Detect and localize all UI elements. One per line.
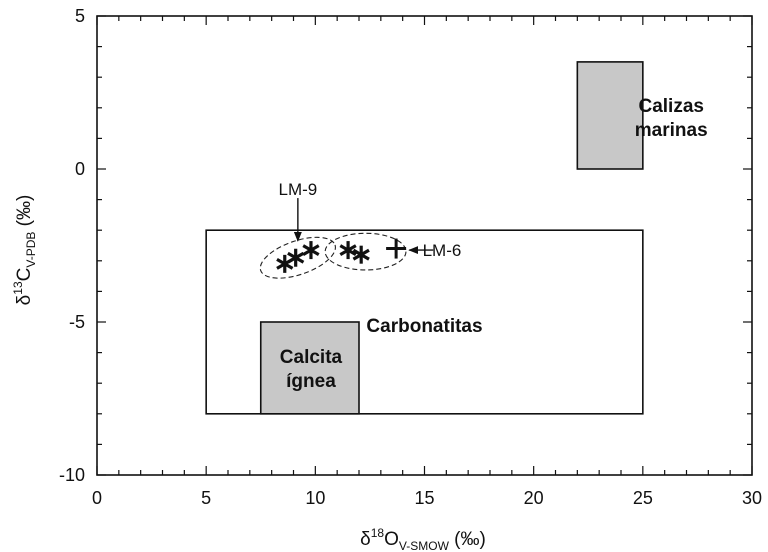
y-tick-label: 5: [75, 6, 85, 26]
y-axis-label-sup: 13: [11, 281, 25, 295]
data-point-plus: [386, 238, 407, 259]
y-axis-label-symbol: δ: [14, 295, 35, 306]
x-tick-label: 15: [414, 488, 434, 508]
region-calcita-ignea: [259, 321, 360, 415]
annotation-label: LM-9: [278, 180, 317, 199]
data-point-asterisk: [302, 241, 320, 260]
region-label-calizas-marinas: marinas: [635, 120, 708, 141]
region-label-calcita-ignea: ígnea: [286, 371, 336, 392]
x-axis-label-symbol: δ: [360, 529, 371, 550]
x-tick-label: 20: [524, 488, 544, 508]
region-label-calcita-ignea: Calcita: [280, 347, 343, 368]
x-axis-label-sub: V-SMOW: [399, 539, 450, 552]
y-tick-label: 0: [75, 159, 85, 179]
sample-group-ellipse: [324, 232, 407, 271]
region-label-calizas-marinas: Calizas: [638, 96, 703, 117]
x-tick-label: 5: [201, 488, 211, 508]
x-axis-label: δ18OV-SMOW (‰): [360, 526, 486, 552]
region-label-carbonatitas: Carbonatitas: [366, 316, 482, 337]
sample-group-ellipse: [259, 236, 336, 279]
x-axis-label-unit: (‰): [449, 529, 486, 550]
data-point-asterisk: [287, 248, 305, 267]
x-tick-label: 10: [305, 488, 325, 508]
data-point-asterisk: [352, 245, 370, 264]
data-point-asterisk: [339, 241, 357, 260]
x-axis-label-main: O: [384, 529, 399, 550]
x-tick-label: 0: [92, 488, 102, 508]
y-axis-label-unit: (‰): [14, 195, 35, 232]
y-axis-label-main: C: [14, 268, 35, 282]
x-tick-label: 25: [633, 488, 653, 508]
y-axis-label-sub: V-PDB: [24, 232, 38, 268]
annotation-label: LM-6: [423, 241, 462, 260]
x-tick-label: 30: [742, 488, 762, 508]
y-tick-label: -10: [59, 465, 85, 485]
y-tick-label: -5: [69, 312, 85, 332]
region-calizas-marinas: [576, 61, 644, 170]
y-axis-label: δ13CV-PDB (‰): [11, 195, 38, 306]
x-axis-label-sup: 18: [371, 526, 385, 540]
